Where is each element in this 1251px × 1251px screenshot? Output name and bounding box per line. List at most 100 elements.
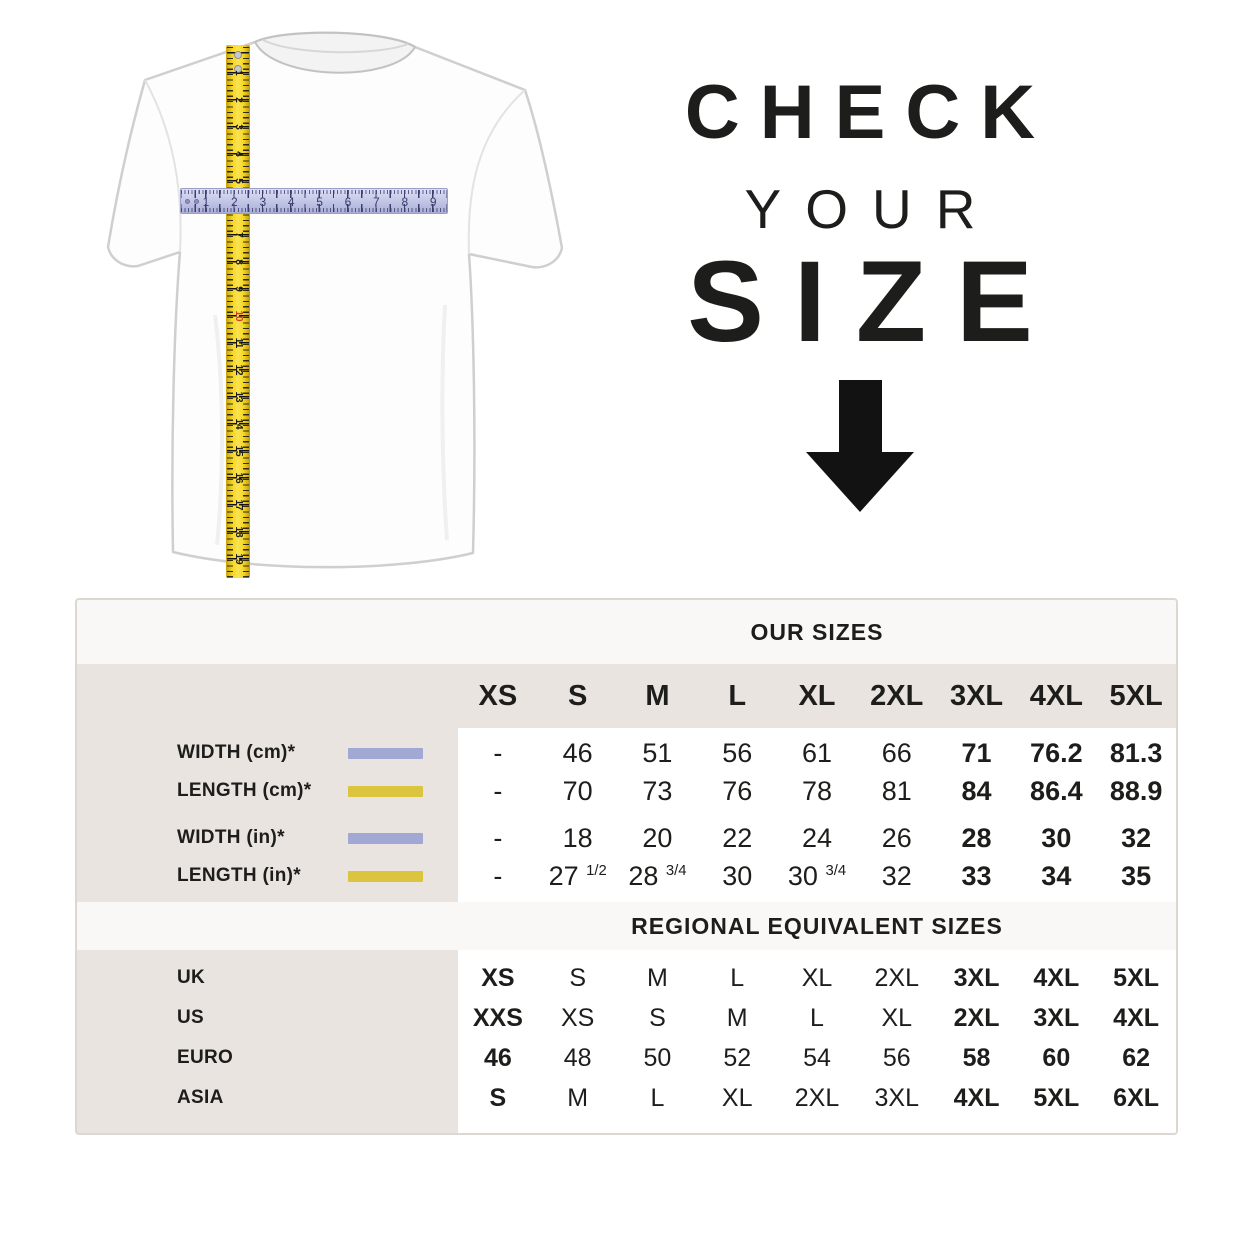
size-column-header: 2XL <box>870 679 924 712</box>
regional-size-value: L <box>730 963 745 992</box>
tshirt-back-collar <box>262 39 409 54</box>
measurement-value: 51 <box>642 737 673 768</box>
row-label: UK <box>177 967 206 988</box>
heading-check: CHECK <box>684 70 1056 155</box>
measurement-value: 61 <box>801 737 833 768</box>
fraction-sup: 3/4 <box>665 862 687 879</box>
band-spacer <box>77 902 458 950</box>
measurement-value: 73 <box>642 775 673 806</box>
length-swatch <box>348 870 423 882</box>
size-column-header: XS <box>478 679 518 712</box>
regional-size-value: 4XL <box>1113 1003 1160 1032</box>
ruler-number: 6 <box>344 195 352 209</box>
measurements-section: WIDTH (cm)* LENGTH (cm)* WIDTH (in)* LENGTH… <box>77 664 1176 902</box>
regional-size-value: 6XL <box>1113 1083 1160 1112</box>
tape-number: 2 <box>233 97 244 103</box>
tape-number: 3 <box>233 124 244 130</box>
tape-grommet <box>234 51 242 59</box>
our-sizes-band: OUR SIZES <box>77 600 1176 664</box>
measurement-value: 26 <box>881 822 912 853</box>
measurement-values-panel: - 46 51 56 61 66 71 76.2 81.3 - 70 73 76 78 81 84 86.4 88… <box>458 728 1176 902</box>
ruler-hole <box>185 199 190 204</box>
measurement-value: 76.2 <box>1030 737 1083 768</box>
row-label: LENGTH (cm)* <box>177 780 312 801</box>
regional-size-value: 52 <box>723 1043 752 1072</box>
ruler-number: 2 <box>231 195 238 209</box>
band-spacer <box>77 600 458 664</box>
measurement-row-label: WIDTH (cm)* <box>77 734 458 772</box>
measurement-value: 71 <box>961 737 992 768</box>
row-label: LENGTH (in)* <box>177 865 301 886</box>
regional-size-value: 48 <box>563 1043 592 1072</box>
measurement-value: 76 <box>722 775 753 806</box>
regional-size-value: 3XL <box>874 1083 919 1112</box>
regional-size-value: XL <box>721 1083 753 1112</box>
regional-size-value: XL <box>801 963 833 992</box>
tshirt-right-sleeve-seam <box>467 89 526 255</box>
tshirt-fold <box>213 314 224 546</box>
regional-labels-column: UK US EURO ASIA <box>77 950 458 1133</box>
tshirt-image <box>106 31 564 569</box>
tape-number: 9 <box>233 286 244 292</box>
regional-size-value: XS <box>560 1003 595 1032</box>
tape-number: 19 <box>233 553 244 565</box>
size-column-header: 4XL <box>1029 679 1083 712</box>
row-label: WIDTH (in)* <box>177 827 285 848</box>
measurement-value: 46 <box>562 737 593 768</box>
regional-row-values: XXS XS S M L XL 2XL 3XL 4XL <box>458 998 1176 1038</box>
ruler-hole <box>194 199 199 204</box>
regional-row-values: 46 48 50 52 54 56 58 60 62 <box>458 1038 1176 1078</box>
regional-row-label: US <box>77 998 458 1038</box>
regional-size-value: 5XL <box>1033 1083 1080 1112</box>
tape-tick-marks <box>227 45 237 578</box>
tape-number: 11 <box>233 337 244 349</box>
measurement-value: 18 <box>562 822 593 853</box>
tape-number: 13 <box>233 391 244 403</box>
regional-size-value: 60 <box>1042 1043 1071 1072</box>
tape-number: 18 <box>233 526 244 538</box>
measurement-value: 35 <box>1121 860 1152 891</box>
size-column-header: S <box>567 679 588 712</box>
regional-size-value: 2XL <box>794 1083 840 1112</box>
measurement-row-label: LENGTH (in)* <box>77 857 458 895</box>
tshirt-left-sleeve-seam <box>144 79 182 253</box>
width-swatch <box>348 832 423 844</box>
measurement-value: 81.3 <box>1109 737 1163 768</box>
tshirt-fold <box>440 304 449 541</box>
measurement-value: 81 <box>881 775 912 806</box>
regional-size-value: 58 <box>962 1043 991 1072</box>
regional-size-value: S <box>569 963 586 992</box>
heading-your: YOUR <box>744 178 1000 240</box>
measurement-value: - <box>493 737 503 768</box>
regional-section: UK US EURO ASIA XS S M L XL 2XL 3XL 4XL 5XL XXS XS S M L… <box>77 950 1176 1133</box>
regional-row-values: XS S M L XL 2XL 3XL 4XL 5XL <box>458 958 1176 998</box>
measurement-value: 28 <box>961 822 992 853</box>
measurement-value: 24 <box>801 822 833 853</box>
regional-size-value: M <box>567 1083 589 1112</box>
measurement-value: 34 <box>1041 860 1072 891</box>
tape-number: 15 <box>233 445 244 457</box>
measurement-value: 32 <box>1121 822 1152 853</box>
measurement-value: 28 3/4 <box>628 860 687 891</box>
fraction-sup: 3/4 <box>825 862 847 879</box>
measurement-value: 32 <box>881 860 912 891</box>
regional-band: REGIONAL EQUIVALENT SIZES <box>77 902 1176 950</box>
regional-title: REGIONAL EQUIVALENT SIZES <box>631 912 1003 939</box>
measurement-row-values: - 27 1/2 28 3/4 30 30 3/4 32 33 34 35 <box>458 857 1176 895</box>
regional-values-panel: XS S M L XL 2XL 3XL 4XL 5XL XXS XS S M L XL 2XL 3XL 4XL 46… <box>458 950 1176 1133</box>
regional-size-value: 2XL <box>874 963 919 992</box>
measurement-value: 84 <box>961 775 992 806</box>
width-swatch <box>348 747 423 759</box>
ruler-number: 7 <box>373 195 380 209</box>
regional-size-value: 4XL <box>953 1083 1000 1112</box>
measurement-row-label: WIDTH (in)* <box>77 819 458 857</box>
ruler-number: 9 <box>429 195 437 209</box>
regional-size-value: 54 <box>803 1043 831 1072</box>
regional-size-value: XXS <box>472 1003 523 1032</box>
measurement-value: 88.9 <box>1109 775 1163 806</box>
ruler-tick-marks <box>181 204 447 212</box>
tape-number: 10 <box>233 310 244 322</box>
regional-size-value: 3XL <box>953 963 1000 992</box>
